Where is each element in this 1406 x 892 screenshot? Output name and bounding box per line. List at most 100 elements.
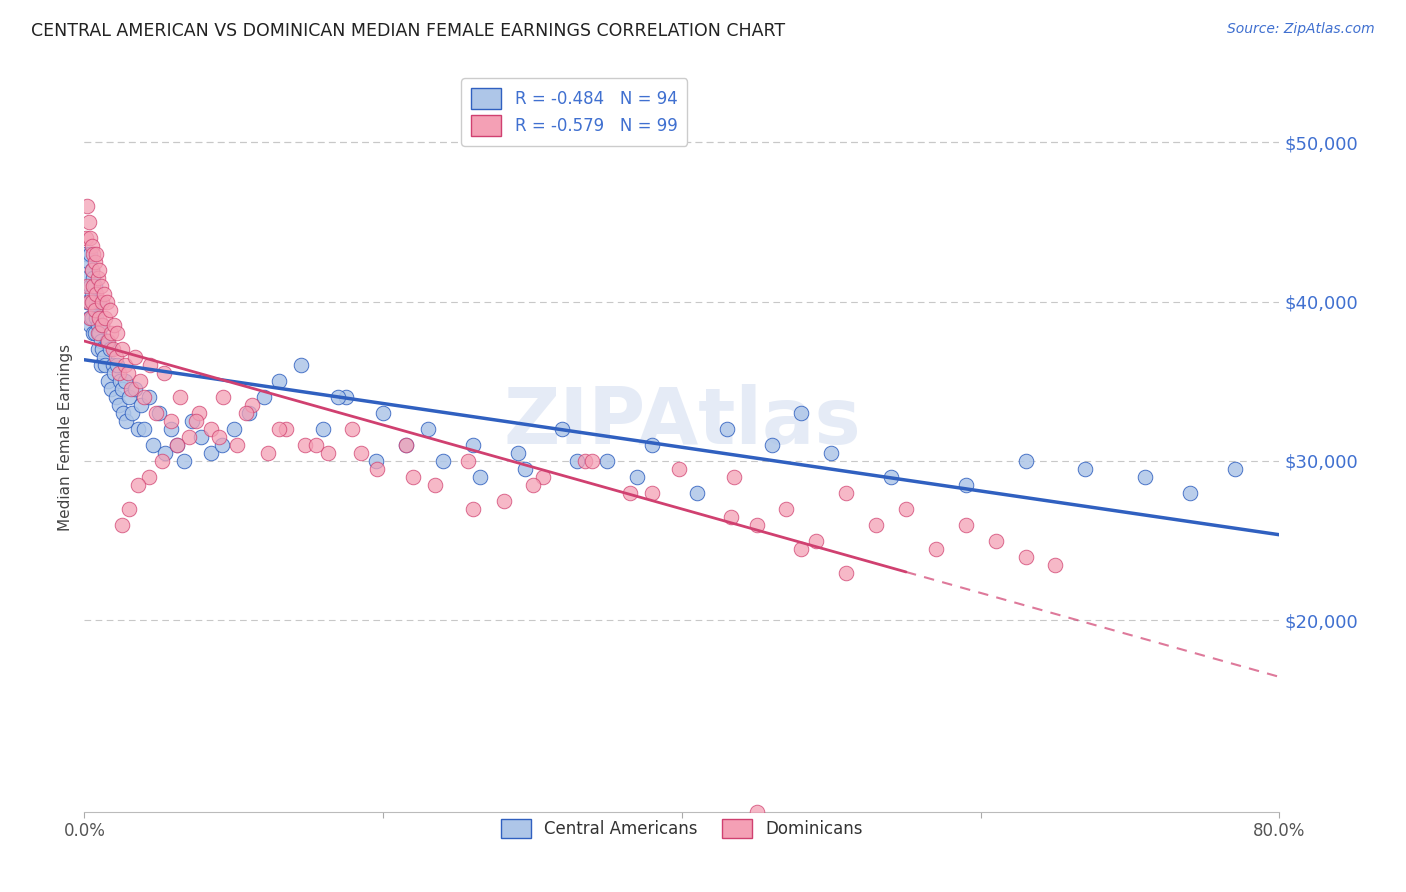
- Point: [127, 478, 149, 492]
- Point: [225, 438, 247, 452]
- Point: [114, 359, 136, 373]
- Point: [253, 390, 276, 404]
- Point: [745, 805, 768, 819]
- Point: [117, 367, 139, 381]
- Point: [124, 351, 146, 365]
- Point: [160, 422, 183, 436]
- Point: [112, 406, 135, 420]
- Point: [806, 533, 828, 548]
- Point: [432, 454, 454, 468]
- Point: [89, 294, 111, 309]
- Point: [626, 470, 648, 484]
- Point: [1223, 462, 1246, 476]
- Point: [132, 422, 156, 436]
- Point: [470, 470, 492, 484]
- Point: [89, 262, 111, 277]
- Text: Source: ZipAtlas.com: Source: ZipAtlas.com: [1227, 22, 1375, 37]
- Point: [82, 270, 104, 285]
- Point: [103, 367, 125, 381]
- Point: [835, 486, 858, 500]
- Point: [103, 318, 125, 333]
- Point: [83, 326, 105, 341]
- Point: [77, 294, 100, 309]
- Point: [87, 326, 110, 341]
- Point: [1133, 470, 1156, 484]
- Point: [80, 294, 103, 309]
- Point: [745, 517, 768, 532]
- Point: [77, 215, 100, 229]
- Point: [200, 446, 222, 460]
- Point: [79, 318, 101, 333]
- Point: [80, 239, 103, 253]
- Point: [80, 286, 103, 301]
- Point: [79, 310, 101, 325]
- Point: [274, 422, 297, 436]
- Point: [240, 398, 263, 412]
- Point: [76, 270, 98, 285]
- Point: [80, 262, 103, 277]
- Point: [340, 422, 363, 436]
- Point: [121, 406, 143, 420]
- Point: [716, 422, 738, 436]
- Point: [1178, 486, 1201, 500]
- Point: [211, 438, 233, 452]
- Point: [166, 438, 188, 452]
- Point: [94, 310, 117, 325]
- Point: [128, 374, 150, 388]
- Point: [955, 478, 977, 492]
- Point: [79, 278, 101, 293]
- Point: [87, 270, 110, 285]
- Point: [160, 414, 183, 428]
- Point: [90, 359, 112, 373]
- Point: [290, 359, 312, 373]
- Point: [111, 517, 134, 532]
- Point: [76, 294, 98, 309]
- Point: [169, 390, 191, 404]
- Point: [619, 486, 641, 500]
- Point: [1014, 454, 1036, 468]
- Point: [461, 501, 484, 516]
- Point: [142, 438, 165, 452]
- Point: [394, 438, 416, 452]
- Point: [145, 406, 167, 420]
- Point: [790, 406, 813, 420]
- Point: [208, 430, 231, 444]
- Point: [394, 438, 416, 452]
- Point: [138, 390, 160, 404]
- Point: [86, 310, 108, 325]
- Point: [513, 462, 536, 476]
- Point: [294, 438, 316, 452]
- Point: [364, 454, 387, 468]
- Point: [100, 382, 122, 396]
- Point: [129, 398, 152, 412]
- Point: [835, 566, 858, 580]
- Point: [686, 486, 709, 500]
- Point: [118, 501, 141, 516]
- Point: [132, 390, 156, 404]
- Point: [124, 382, 146, 396]
- Point: [82, 326, 104, 341]
- Point: [238, 406, 260, 420]
- Point: [641, 486, 664, 500]
- Point: [305, 438, 328, 452]
- Point: [97, 374, 120, 388]
- Point: [93, 286, 115, 301]
- Point: [97, 334, 120, 349]
- Point: [90, 334, 112, 349]
- Point: [98, 343, 121, 357]
- Point: [723, 470, 745, 484]
- Point: [425, 478, 447, 492]
- Point: [173, 454, 195, 468]
- Point: [118, 390, 141, 404]
- Point: [166, 438, 188, 452]
- Point: [86, 294, 108, 309]
- Point: [111, 343, 134, 357]
- Point: [1045, 558, 1067, 572]
- Point: [107, 398, 129, 412]
- Point: [105, 326, 128, 341]
- Point: [110, 374, 132, 388]
- Point: [494, 493, 516, 508]
- Point: [91, 318, 114, 333]
- Point: [668, 462, 690, 476]
- Point: [186, 414, 208, 428]
